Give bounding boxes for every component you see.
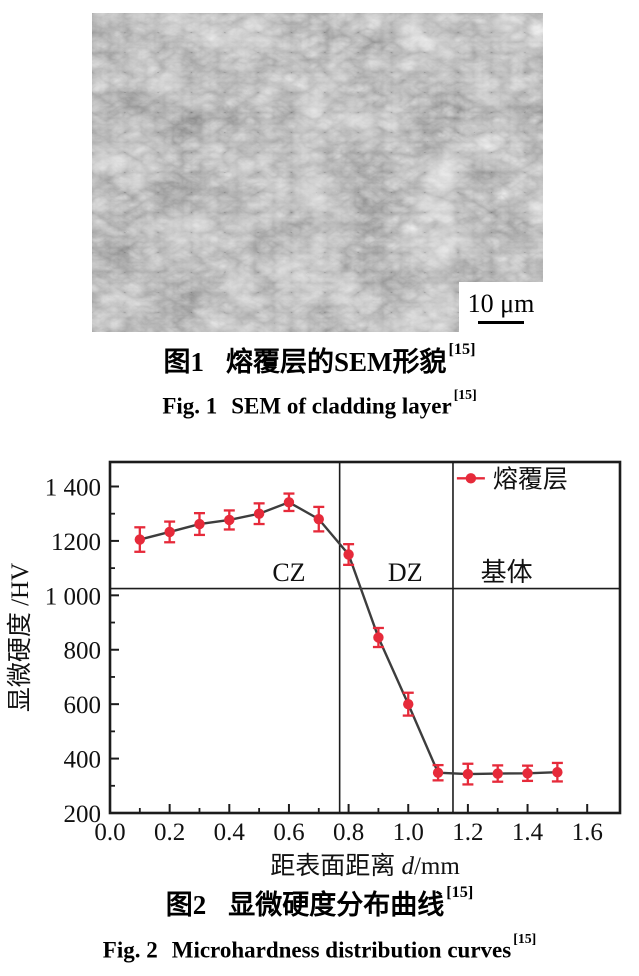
zone-label: CZ <box>272 558 305 587</box>
figure1-number-en: Fig. 1 <box>162 393 218 419</box>
data-point-marker <box>194 518 205 530</box>
sem-texture <box>92 13 543 332</box>
scale-bar-line <box>478 320 524 324</box>
figure2-caption-en: Fig. 2 Microhardness distribution curves[… <box>0 931 639 964</box>
data-point-marker <box>552 766 563 778</box>
zone-label: 基体 <box>481 558 533 587</box>
data-point-marker <box>373 632 384 643</box>
data-point-marker <box>253 508 265 519</box>
x-tick-label: 0.0 <box>94 819 125 846</box>
legend-marker <box>465 473 477 484</box>
y-tick-label: 400 <box>64 747 102 774</box>
zone-label: DZ <box>388 558 423 587</box>
figure2-ref-zh: [15] <box>446 882 474 901</box>
figure2-number-zh: 图2 <box>165 890 207 920</box>
y-axis-title: 显微硬度 /HV <box>6 563 34 712</box>
data-point-marker <box>522 768 533 779</box>
figure2-ref-en: [15] <box>513 930 537 946</box>
legend-label: 熔覆层 <box>493 465 568 493</box>
y-tick-label: 800 <box>64 638 102 665</box>
figure2-title-en: Microhardness distribution curves <box>171 937 512 963</box>
figure1-number-zh: 图1 <box>163 347 205 377</box>
figure1-ref-en: [15] <box>453 386 477 402</box>
data-point-marker <box>462 768 474 780</box>
figure1-caption-en: Fig. 1 SEM of cladding layer [15] <box>0 387 639 420</box>
data-point-marker <box>283 497 295 508</box>
data-point-marker <box>224 514 235 526</box>
sem-micrograph: 10 μm <box>92 13 543 332</box>
microhardness-chart: CZ DZ 基体 0.0 0.2 0.4 0.6 0.8 1.0 1.2 1.4 1.6 200 400 6… <box>6 460 622 880</box>
y-tick-label: 1200 <box>51 529 101 556</box>
y-tick-label: 600 <box>64 692 102 719</box>
x-axis-title: 距表面距离 d/mm <box>270 852 460 880</box>
data-point-marker <box>134 534 146 545</box>
data-point-marker <box>313 513 324 525</box>
y-tick-label: 1 000 <box>45 583 101 610</box>
x-tick-label: 0.2 <box>154 819 185 846</box>
x-tick-label: 1.4 <box>512 819 544 846</box>
x-tick-label: 0.4 <box>214 819 246 846</box>
figure1-title-zh: 熔覆层的SEM形貌 <box>226 347 447 377</box>
scale-bar: 10 μm <box>459 282 543 332</box>
y-tick-label: 200 <box>64 801 102 828</box>
data-point-marker <box>492 768 503 779</box>
figure2-caption-zh: 图2 显微硬度分布曲线 [15] <box>0 883 639 921</box>
data-point-marker <box>432 767 444 778</box>
x-tick-label: 1.0 <box>393 819 424 846</box>
scale-bar-label: 10 μm <box>467 289 535 319</box>
x-tick-label: 0.6 <box>273 819 304 846</box>
figure1-title-en: SEM of cladding layer <box>231 393 452 419</box>
data-point-marker <box>343 549 354 560</box>
chart-plot-box <box>108 460 622 815</box>
data-point-marker <box>403 698 414 710</box>
x-tick-label: 0.8 <box>333 819 364 846</box>
figure1-ref-zh: [15] <box>448 339 476 358</box>
figure2-title-zh: 显微硬度分布曲线 <box>228 890 445 920</box>
x-tick-label: 1.6 <box>572 819 603 846</box>
y-tick-label: 1 400 <box>45 474 101 501</box>
figure1-caption-zh: 图1 熔覆层的SEM形貌 [15] <box>0 340 639 378</box>
data-point-marker <box>164 526 175 538</box>
figure2-number-en: Fig. 2 <box>102 937 158 963</box>
x-tick-label: 1.2 <box>452 819 483 846</box>
